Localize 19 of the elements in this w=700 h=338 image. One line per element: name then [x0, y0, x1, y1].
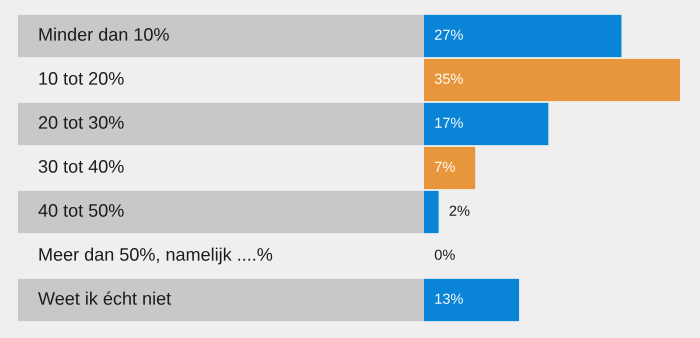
bar: [424, 58, 680, 102]
y-tick-label: Weet ik écht niet: [38, 291, 172, 305]
y-tick-label: Minder dan 10%: [39, 28, 169, 41]
y-tick-label: Meer dan 50%, namelijk ....%: [39, 248, 272, 264]
data-label: 13%: [435, 294, 463, 304]
bar: [424, 146, 476, 190]
bar: [424, 190, 439, 234]
y-tick-label: 10 tot 20%: [39, 72, 124, 85]
data-label: 0%: [434, 250, 455, 260]
y-tick-label: 30 tot 40%: [38, 160, 124, 173]
data-label: 17%: [435, 118, 463, 128]
data-label: 7%: [434, 162, 455, 172]
bar: [424, 278, 520, 322]
data-label: 35%: [434, 74, 463, 84]
data-label: 2%: [450, 206, 470, 216]
data-label: 27%: [434, 30, 463, 40]
y-tick-label: 20 tot 30%: [38, 116, 124, 129]
bar: [424, 102, 548, 146]
y-tick-label: 40 tot 50%: [38, 204, 124, 217]
